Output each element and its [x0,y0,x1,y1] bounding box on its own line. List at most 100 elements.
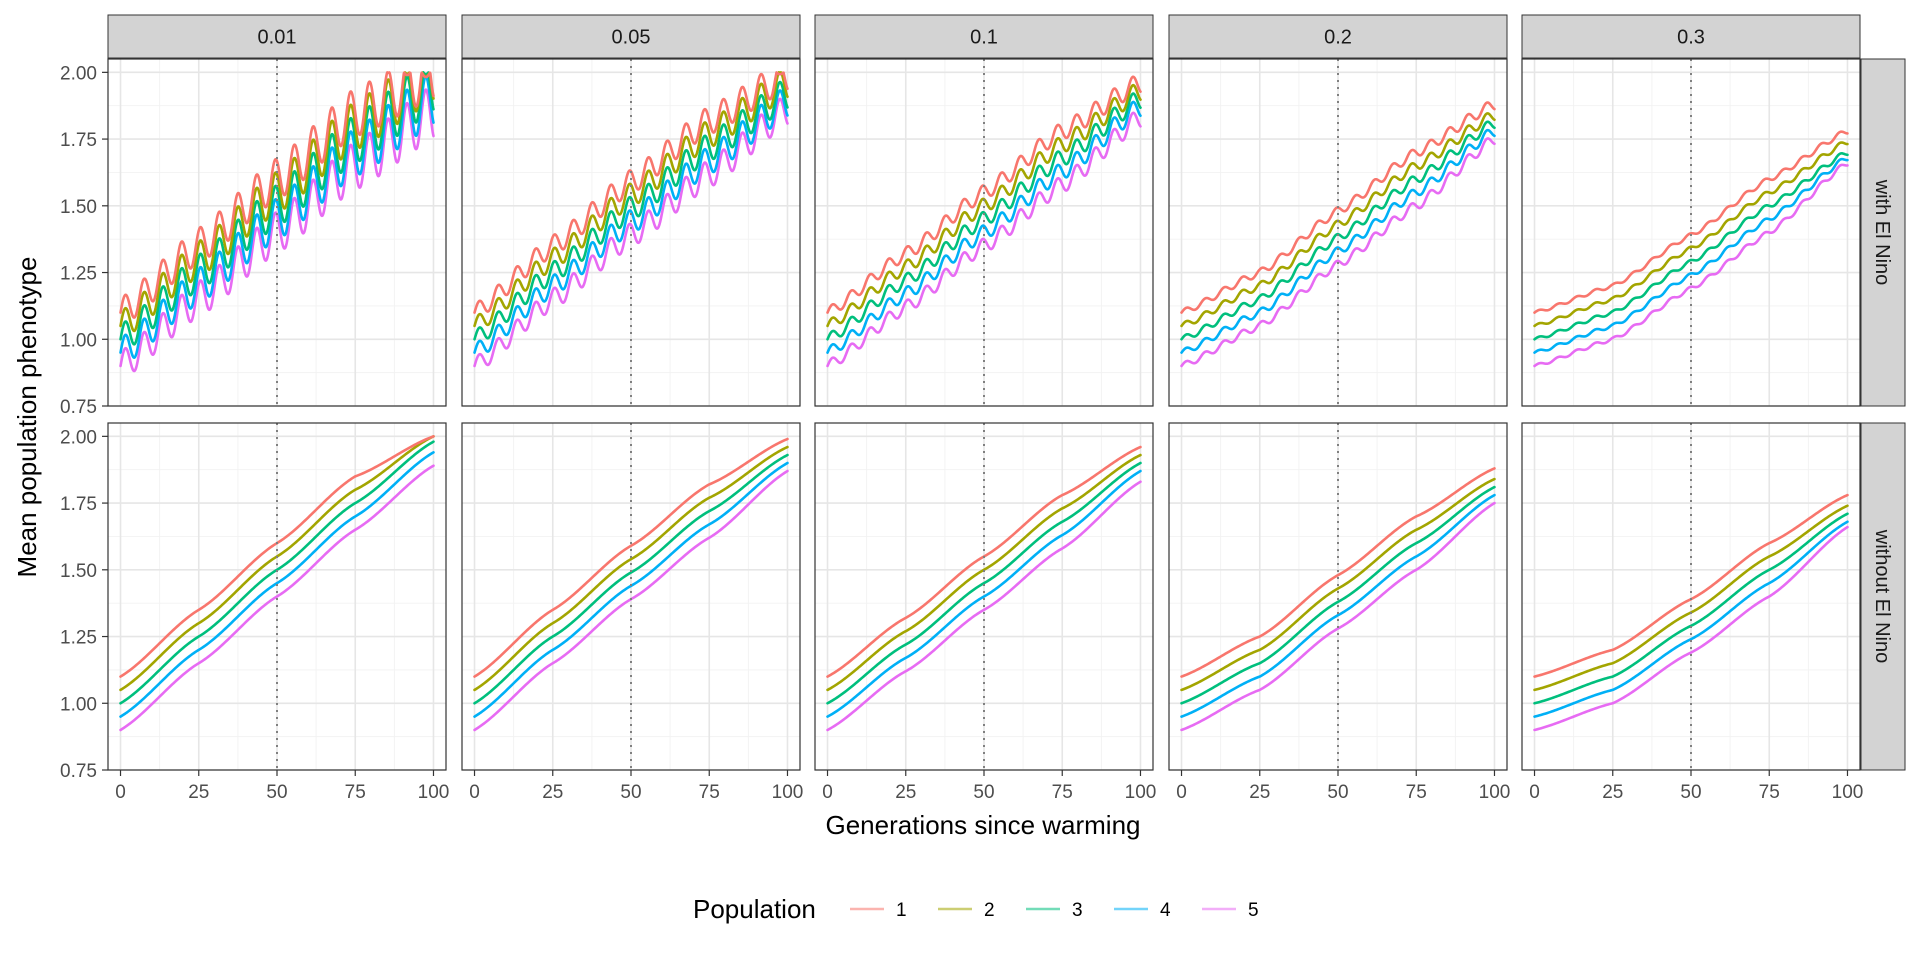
x-tick-label: 75 [1406,782,1427,803]
legend-entry-label: 1 [896,900,907,921]
x-tick-label: 100 [1125,782,1157,803]
axes-layer: 0.75 1.00 1.25 1.50 1.75 2.00 0.75 1.00 1.25 1.50… [60,63,1863,803]
series-line-population-3 [119,440,435,705]
y-tick-label: 1.25 [60,264,97,285]
column-strip-background [1521,14,1861,59]
series-line-population-5 [1533,525,1849,732]
series-line-population-3 [473,80,789,341]
x-tick-label: 75 [699,782,720,803]
row-strip-background [1860,422,1906,771]
series-line-population-4 [826,469,1142,718]
column-strip-background [461,14,801,59]
x-tick-label: 0 [1176,782,1187,803]
row-strip-background [1860,58,1906,407]
row-strip-label: without El Nino [1871,529,1893,663]
y-tick-label: 2.00 [60,427,97,448]
column-strip-0.3: 0.3 [1521,14,1861,59]
series-line-population-2 [1180,477,1496,692]
legend-entry-2: 2 [938,900,995,921]
column-strip-background [814,14,1154,59]
x-tick-label: 0 [469,782,480,803]
series-line-population-5 [826,111,1142,368]
panel-without-0.2 [1168,422,1508,771]
x-tick-label: 50 [620,782,641,803]
column-strip-label: 0.01 [258,27,297,49]
panel-with-0.05 [461,58,801,407]
legend-title: Population [693,894,816,924]
row-strip-with: with El Nino [1860,58,1906,407]
panel-border [461,58,801,407]
series-line-population-1 [119,71,435,319]
x-tick-label: 75 [345,782,366,803]
x-tick-label: 100 [772,782,804,803]
legend-entry-5: 5 [1202,900,1259,921]
series-line-population-2 [1533,141,1849,328]
panel-with-0.1 [814,58,1154,407]
panel-without-0.01 [107,422,447,771]
x-tick-label: 75 [1759,782,1780,803]
column-strip-background [1168,14,1508,59]
y-tick-label: 1.00 [60,694,97,715]
series-line-population-3 [1533,152,1849,341]
panel-without-0.05 [461,422,801,771]
series-line-population-2 [473,445,789,692]
series-line-population-4 [1533,157,1849,354]
x-tick-label: 100 [418,782,450,803]
y-tick-label: 0.75 [60,761,97,782]
column-strip-0.05: 0.05 [461,14,801,59]
panel-with-0.01 [107,58,447,407]
series-line-population-5 [1180,501,1496,732]
series-line-population-1 [1533,130,1849,314]
series-line-population-1 [1180,467,1496,678]
series-line-population-5 [826,480,1142,732]
column-strip-0.01: 0.01 [107,14,447,59]
x-tick-label: 100 [1479,782,1511,803]
y-tick-label: 1.50 [60,561,97,582]
series-line-population-3 [119,71,435,346]
series-line-population-5 [1180,137,1496,368]
x-tick-label: 0 [822,782,833,803]
series-line-population-5 [473,97,789,368]
legend-entries: 1 2 3 4 5 [850,900,1259,921]
panel-border [814,58,1154,407]
panels-layer [107,58,1861,771]
x-tick-label: 25 [1249,782,1270,803]
series-line-population-3 [826,461,1142,705]
strips-layer: 0.01 0.05 0.1 0.2 0.3 with El Nino without El … [107,14,1906,771]
y-tick-label: 1.75 [60,494,97,515]
x-tick-label: 0 [1529,782,1540,803]
y-axis-title: Mean population phenotype [12,257,42,578]
x-tick-label: 25 [895,782,916,803]
series-line-population-3 [1180,485,1496,705]
y-tick-label: 0.75 [60,397,97,418]
panel-without-0.3 [1521,422,1861,771]
x-tick-label: 25 [542,782,563,803]
panel-without-0.1 [814,422,1154,771]
panel-with-0.2 [1168,58,1508,407]
legend-entry-label: 2 [984,900,995,921]
series-line-population-2 [473,71,789,328]
column-strip-label: 0.05 [612,27,651,49]
series-line-population-5 [119,464,435,732]
legend-entry-4: 4 [1114,900,1171,921]
x-tick-label: 100 [1832,782,1864,803]
column-strip-background [107,14,447,59]
series-line-population-2 [826,453,1142,692]
row-strip-without: without El Nino [1860,422,1906,771]
series-line-population-1 [473,437,789,678]
column-strip-label: 0.3 [1677,27,1705,49]
series-line-population-2 [119,71,435,333]
legend-entry-1: 1 [850,900,907,921]
x-tick-label: 50 [973,782,994,803]
panel-border [1521,58,1861,407]
panel-border [107,58,447,407]
panel-border [1168,58,1508,407]
x-tick-label: 50 [266,782,287,803]
x-tick-label: 50 [1327,782,1348,803]
x-axis-title: Generations since warming [825,810,1140,840]
y-tick-label: 2.00 [60,63,97,84]
legend: Population 1 2 3 4 5 [693,894,1259,924]
series-line-population-3 [826,92,1142,341]
column-strip-label: 0.1 [970,27,998,49]
